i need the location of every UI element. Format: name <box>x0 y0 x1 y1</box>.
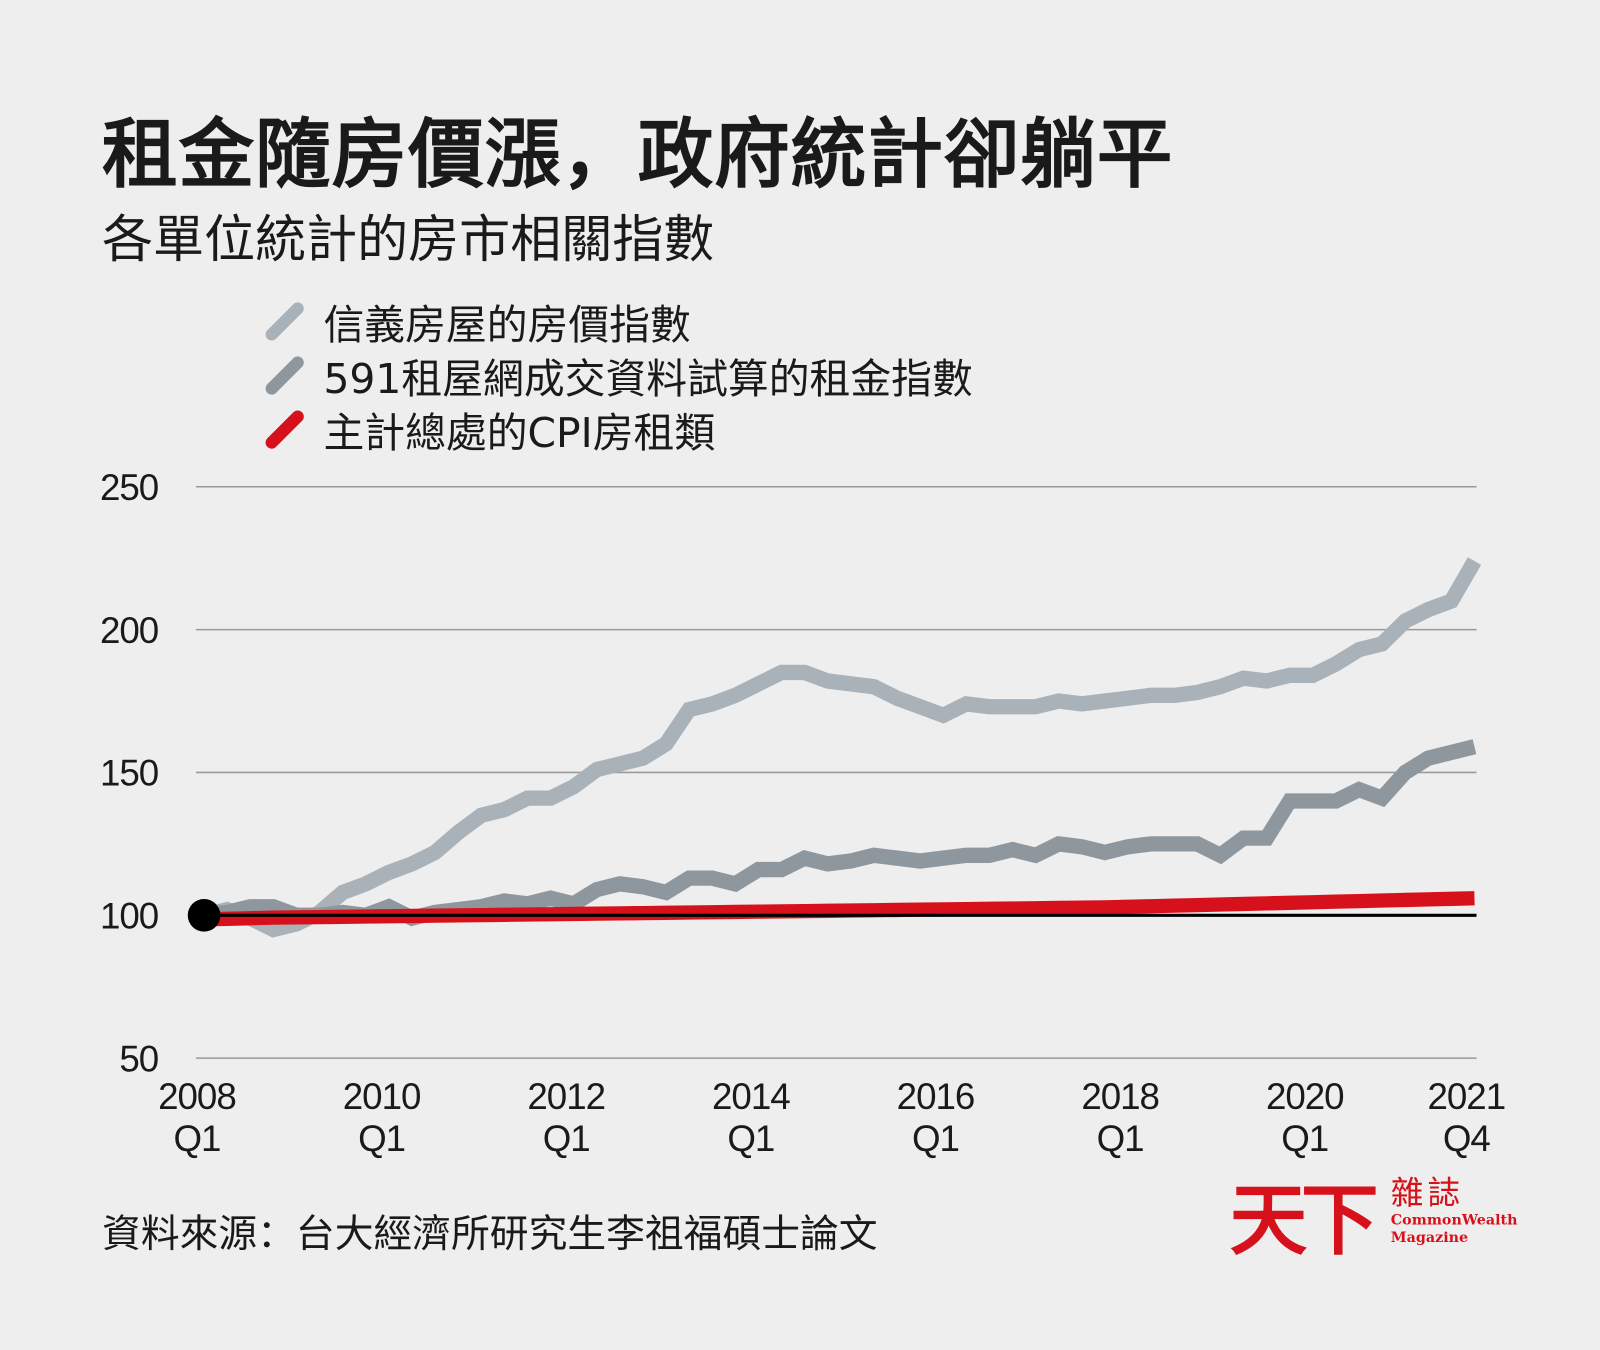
x-tick-label-year: 2020 <box>1266 1076 1344 1117</box>
page-title: 租金隨房價漲，政府統計卻躺平 <box>102 111 1174 199</box>
x-tick-label-year: 2014 <box>712 1076 790 1117</box>
logo-mark: 天下 <box>1229 1174 1379 1266</box>
x-tick-label-quarter: Q4 <box>1443 1118 1491 1159</box>
legend-label-sinyi: 信義房屋的房價指數 <box>323 301 691 349</box>
x-tick-label-year: 2008 <box>158 1076 236 1117</box>
commonwealth-logo: 天下 雜誌 CommonWealth Magazine <box>1230 1163 1518 1265</box>
logo-zh: 雜誌 <box>1390 1173 1465 1213</box>
y-tick-label: 200 <box>100 610 158 651</box>
x-tick-label-year: 2021 <box>1428 1076 1506 1117</box>
source-note: 資料來源：台大經濟所研究生李祖福碩士論文 <box>102 1211 878 1257</box>
legend-item-591: 591租屋網成交資料試算的租金指數 <box>260 348 973 403</box>
series-line-sinyi <box>202 557 1482 938</box>
logo-en-line2: Magazine <box>1390 1229 1469 1246</box>
legend-label-591: 591租屋網成交資料試算的租金指數 <box>323 355 973 403</box>
x-tick-label-year: 2018 <box>1081 1076 1159 1117</box>
x-tick-label-quarter: Q1 <box>543 1118 590 1159</box>
y-tick-label: 250 <box>100 467 158 508</box>
x-tick-label-quarter: Q1 <box>358 1118 405 1159</box>
x-tick-label-year: 2010 <box>343 1076 421 1117</box>
legend-label-cpi: 主計總處的CPI房租類 <box>323 409 716 457</box>
legend-item-cpi: 主計總處的CPI房租類 <box>260 402 973 457</box>
page-subtitle: 各單位統計的房市相關指數 <box>102 210 715 270</box>
x-tick-label-quarter: Q1 <box>727 1118 774 1159</box>
x-tick-label-year: 2016 <box>897 1076 975 1117</box>
x-tick-label-quarter: Q1 <box>1281 1118 1328 1159</box>
logo-en-line1: CommonWealth <box>1390 1212 1518 1229</box>
y-tick-label: 50 <box>119 1038 158 1079</box>
baseline-start-dot <box>187 898 221 932</box>
logo-en: CommonWealth Magazine <box>1391 1212 1518 1247</box>
chart-legend: 信義房屋的房價指數 591租屋網成交資料試算的租金指數 主計總處的CPI房租類 <box>260 294 973 457</box>
x-tick-label-quarter: Q1 <box>912 1118 959 1159</box>
x-tick-label-quarter: Q1 <box>173 1118 220 1159</box>
legend-item-sinyi: 信義房屋的房價指數 <box>260 294 973 348</box>
y-tick-label: 150 <box>100 753 158 794</box>
x-tick-label-quarter: Q1 <box>1097 1118 1144 1159</box>
x-tick-label-year: 2012 <box>527 1076 605 1117</box>
y-tick-label: 100 <box>100 896 158 937</box>
